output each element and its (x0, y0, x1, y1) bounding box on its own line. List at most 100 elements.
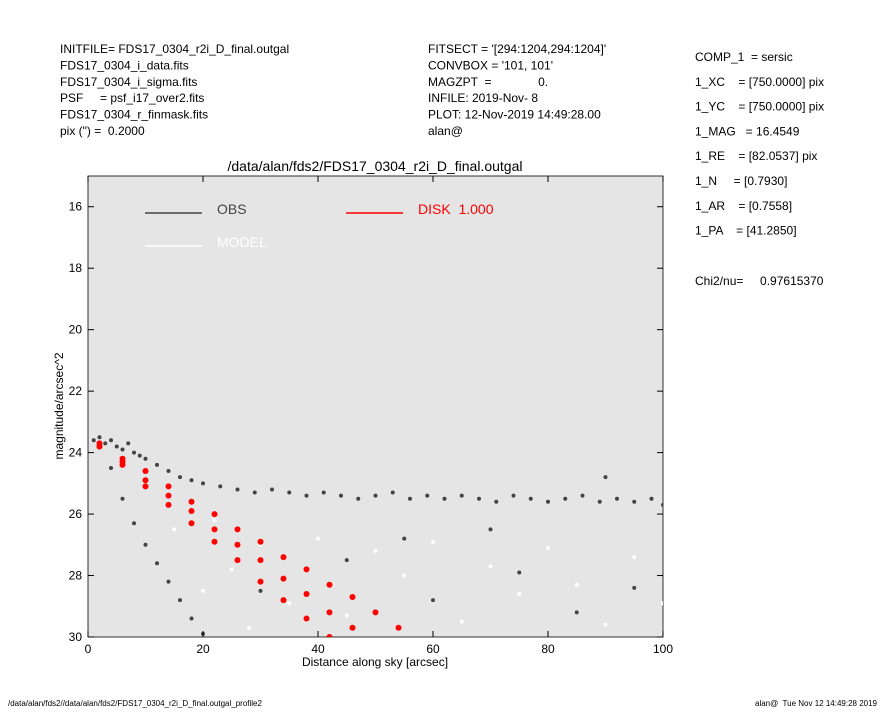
point (166, 469, 171, 474)
legend-label: MODEL (217, 234, 267, 250)
point (178, 598, 182, 603)
chi2: Chi2/nu= 0.97615370 (695, 274, 824, 288)
point (96, 443, 103, 450)
point (326, 581, 333, 588)
point (459, 619, 464, 624)
point (303, 615, 310, 622)
point (603, 475, 608, 480)
point (494, 499, 499, 504)
point (155, 561, 159, 566)
point (247, 625, 251, 630)
point (632, 499, 637, 504)
point (126, 441, 131, 446)
point (425, 493, 430, 498)
point (488, 527, 493, 532)
point (143, 542, 148, 547)
y-tick-label: 16 (69, 200, 83, 214)
point (109, 438, 113, 443)
point (477, 496, 481, 501)
y-tick-label: 18 (69, 261, 83, 275)
point (597, 499, 602, 504)
legend-label: OBS (217, 201, 247, 217)
header-left-line: PSF = psf_i17_over2.fits (60, 91, 204, 105)
point (356, 496, 361, 501)
point (372, 609, 379, 616)
header-left-line: FDS17_0304_r_finmask.fits (60, 108, 208, 122)
x-tick-label: 80 (541, 642, 555, 656)
point (97, 435, 102, 440)
point (373, 493, 378, 498)
y-axis-label: magnitude/arcsec^2 (52, 352, 66, 459)
header-left-line: INITFILE= FDS17_0304_r2i_D_final.outgal (60, 42, 289, 56)
point (211, 526, 218, 533)
point (287, 601, 292, 606)
point (252, 490, 257, 495)
point (303, 590, 310, 597)
point (574, 610, 579, 615)
point (142, 468, 149, 475)
point (218, 484, 223, 489)
point (649, 496, 654, 501)
point (431, 539, 435, 544)
point (188, 507, 195, 514)
point (234, 557, 241, 564)
y-tick-label: 24 (69, 446, 83, 460)
header-right-line: 1_AR = [0.7558] (695, 199, 792, 213)
header-right-line: 1_RE = [82.0537] pix (695, 149, 817, 163)
point (165, 501, 172, 508)
point (402, 573, 407, 578)
point (546, 499, 550, 504)
point (211, 538, 218, 545)
point (155, 462, 159, 467)
point (132, 521, 136, 526)
point (574, 582, 579, 587)
footer-left: /data/alan/fds2//data/alan/fds2/FDS17_03… (8, 699, 263, 708)
header-right-line: 1_N = [0.7930] (695, 174, 787, 188)
legend-label: DISK 1.000 (418, 201, 494, 217)
point (511, 493, 516, 498)
point (211, 511, 218, 518)
x-tick-label: 0 (85, 642, 92, 656)
point (395, 624, 402, 631)
chart-title: /data/alan/fds2/FDS17_0304_r2i_D_final.o… (228, 158, 523, 174)
point (166, 579, 171, 584)
header-right-line: 1_MAG = 16.4549 (695, 124, 800, 138)
header-left-line: pix (") = 0.2000 (60, 124, 145, 138)
point (188, 498, 195, 505)
header-left-line: FDS17_0304_i_sigma.fits (60, 75, 197, 89)
point (402, 536, 407, 541)
x-tick-label: 60 (426, 642, 440, 656)
point (408, 496, 412, 501)
header-right-line: 1_XC = [750.0000] pix (695, 75, 824, 89)
point (546, 545, 550, 550)
point (212, 518, 217, 523)
point (201, 481, 205, 486)
point (172, 527, 177, 532)
point (257, 557, 264, 564)
point (326, 634, 333, 637)
point (165, 492, 172, 499)
point (373, 548, 378, 553)
point (137, 453, 142, 458)
y-tick-label: 30 (69, 630, 83, 644)
x-tick-label: 40 (311, 642, 325, 656)
point (661, 601, 663, 606)
point (517, 570, 522, 575)
point (632, 585, 637, 590)
point (119, 458, 126, 465)
point (528, 496, 533, 501)
header-middle-line: alan@ (428, 124, 463, 138)
point (390, 490, 395, 495)
header-middle-line: PLOT: 12-Nov-2019 14:49:28.00 (428, 108, 601, 122)
point (661, 502, 663, 507)
point (257, 538, 264, 545)
y-tick-label: 22 (69, 384, 83, 398)
point (615, 496, 619, 501)
point (431, 598, 435, 603)
point (349, 624, 356, 631)
point (563, 496, 568, 501)
header-middle-line: FITSECT = '[294:1204,294:1204]' (428, 42, 606, 56)
point (280, 554, 287, 561)
point (235, 487, 240, 492)
point (229, 567, 234, 572)
